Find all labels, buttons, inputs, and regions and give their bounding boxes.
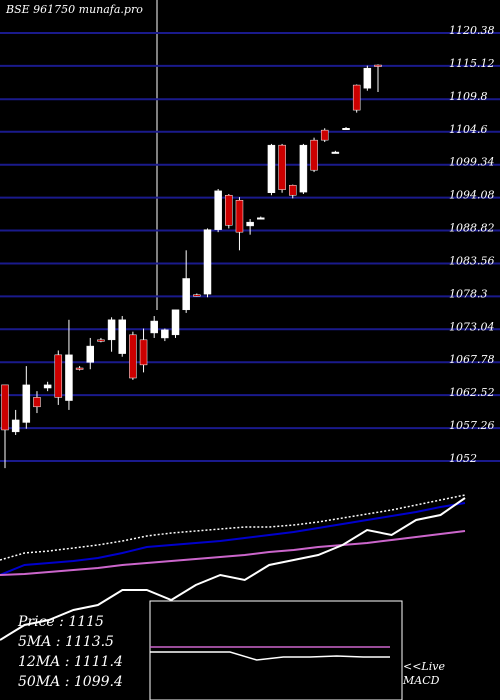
y-tick-label: 1099.34 [449,156,495,169]
candle-body [171,309,180,336]
live-label: <<Live [403,660,445,673]
candle-body [118,319,126,354]
candle-body [225,194,233,226]
chart-title: BSE 961750 munafa.pro [5,3,143,16]
candle-body [310,139,318,171]
candle-body [288,184,297,196]
candle-body [214,190,222,230]
y-tick-label: 1073.04 [449,320,495,333]
candle-body [1,384,9,431]
candle-body [75,367,84,370]
y-tick-label: 1115.12 [449,57,495,70]
candle-body [278,144,286,190]
candle-body [139,339,148,366]
candle-body [193,294,201,297]
candle-body [363,67,372,89]
legend-entry: 50MA : 1099.4 [18,674,123,690]
candle-body [182,278,190,311]
candle-body [129,334,137,379]
candle-body [86,345,95,363]
macd-box [149,600,403,700]
y-tick-label: 1120.38 [449,24,495,37]
candle-body [22,384,31,423]
macd-label: MACD [402,674,440,687]
y-tick-label: 1052 [449,452,477,465]
candle-body [299,144,308,193]
legend-entry: 12MA : 1111.4 [18,654,123,670]
y-tick-label: 1104.6 [449,123,488,136]
indicator-line [0,530,466,576]
candle-body [203,229,212,295]
y-tick-label: 1057.26 [449,419,495,432]
candle-body [161,329,169,339]
y-tick-label: 1109.8 [449,90,488,103]
y-tick-label: 1078.3 [449,287,488,300]
indicator-line [0,502,466,576]
candle-body [11,419,20,433]
candle-body [267,144,276,193]
candle-body [342,128,350,131]
candle-body [107,319,116,341]
y-tick-label: 1088.82 [449,222,495,235]
candle-body [352,84,361,111]
candle-body [257,217,265,220]
candle-body [43,384,52,389]
y-tick-label: 1083.56 [449,254,495,267]
indicator-line [0,497,466,641]
candle-body [33,397,41,408]
candle-body [320,129,329,141]
y-tick-label: 1062.52 [449,386,495,399]
y-tick-label: 1094.08 [449,189,495,202]
candle-body [246,221,254,227]
legend-entry: Price : 1115 [17,614,104,630]
candle-body [97,339,105,342]
candle-body [235,199,244,233]
legend-entry: 5MA : 1113.5 [18,634,114,650]
y-tick-label: 1067.78 [449,353,495,366]
candle-body [331,151,340,154]
macd-line [150,651,390,661]
candle-body [65,354,73,401]
candle-body [374,64,382,67]
candle-body [150,320,158,334]
candle-body [54,354,63,398]
